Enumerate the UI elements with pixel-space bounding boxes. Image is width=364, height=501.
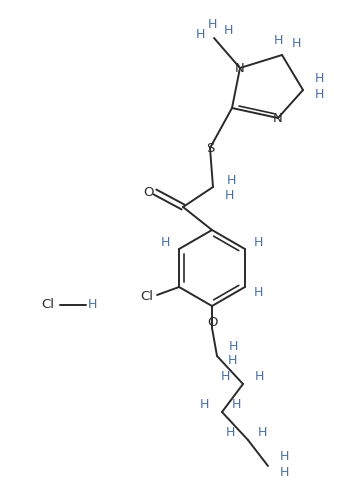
Text: H: H [224,188,234,201]
Text: H: H [228,340,238,353]
Text: H: H [314,72,324,85]
Text: H: H [87,299,97,312]
Text: O: O [143,185,153,198]
Text: H: H [279,449,289,462]
Text: H: H [207,18,217,31]
Text: H: H [279,465,289,478]
Text: H: H [195,28,205,41]
Text: H: H [254,370,264,382]
Text: H: H [161,235,170,248]
Text: H: H [254,235,264,248]
Text: H: H [227,355,237,368]
Text: S: S [206,141,214,154]
Text: H: H [257,425,267,438]
Text: H: H [273,34,283,47]
Text: H: H [291,37,301,50]
Text: H: H [199,397,209,410]
Text: H: H [225,425,235,438]
Text: H: H [220,370,230,382]
Text: H: H [223,24,233,37]
Text: N: N [273,112,283,125]
Text: H: H [226,173,236,186]
Text: O: O [207,316,217,329]
Text: H: H [231,397,241,410]
Text: H: H [314,88,324,101]
Text: Cl: Cl [141,291,154,304]
Text: H: H [254,286,264,299]
Text: N: N [235,62,245,75]
Text: Cl: Cl [41,299,55,312]
